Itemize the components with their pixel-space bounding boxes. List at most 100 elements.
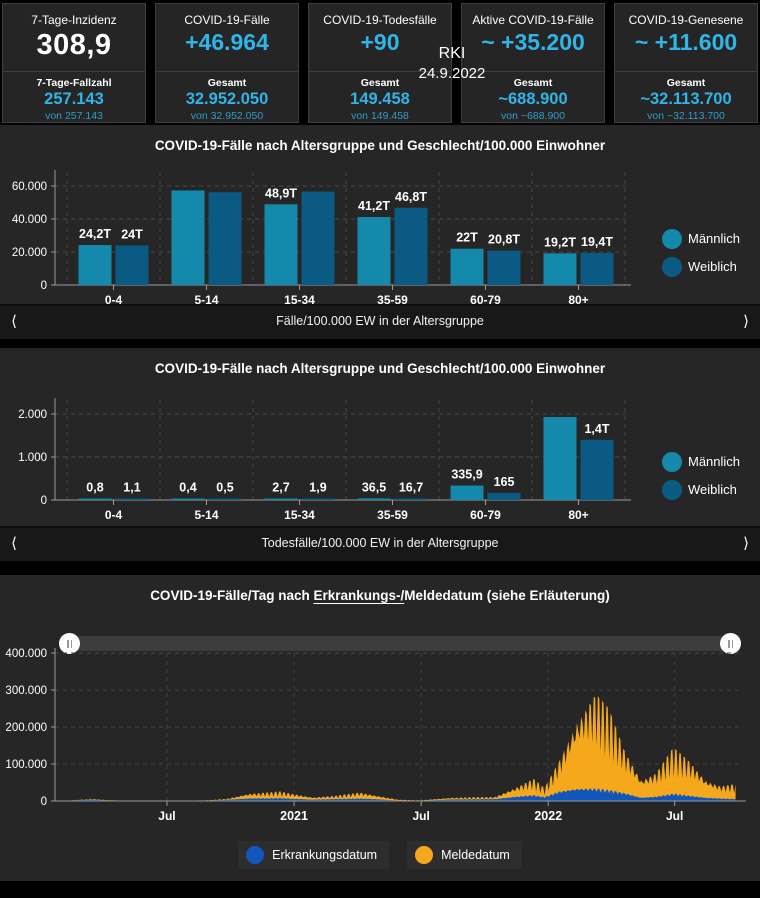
bar-Männlich-5-14[interactable] bbox=[171, 498, 205, 501]
panel-cases-by-age: COVID-19-Fälle nach Altersgruppe und Ges… bbox=[0, 125, 760, 339]
kpi-top: COVID-19-Genesene ~ +11.600 bbox=[615, 4, 757, 71]
y-tick-label: 60.000 bbox=[12, 181, 47, 193]
bar-Weiblich-15-34[interactable] bbox=[301, 191, 335, 285]
legend-label[interactable]: Weiblich bbox=[688, 259, 737, 274]
kpi-sub-label: Gesamt bbox=[360, 77, 400, 89]
deaths-by-age-plot[interactable]: 0 1.000 2.000 0,8 1,10-4 0,4 0,5 5-14 2,7 1,9 15-3… bbox=[0, 384, 760, 529]
kpi-top: 7-Tage-Inzidenz 308,9 bbox=[3, 4, 145, 71]
chart-title: COVID-19-Fälle nach Altersgruppe und Ges… bbox=[154, 138, 606, 153]
bar-Männlich-80+[interactable] bbox=[543, 253, 577, 285]
bar-value-label: 1,4T bbox=[584, 422, 609, 436]
bar-Weiblich-5-14[interactable] bbox=[208, 192, 242, 285]
kpi-title: COVID-19-Todesfälle bbox=[323, 13, 437, 27]
kpi-bottom: Gesamt 32.952.050 von 32.952.050 bbox=[156, 71, 298, 122]
bar-Weiblich-60-79[interactable] bbox=[487, 250, 521, 285]
legend-swatch-Weiblich[interactable] bbox=[662, 480, 682, 500]
y-tick-label: 1.000 bbox=[18, 452, 47, 464]
bar-Weiblich-35-59[interactable] bbox=[394, 207, 428, 285]
erkrankungsdatum-dot-icon bbox=[246, 846, 265, 864]
legend-item-erkrankungsdatum[interactable]: Erkrankungsdatum bbox=[238, 841, 390, 869]
y-tick-label: 2.000 bbox=[18, 409, 47, 421]
cases-by-age-plot[interactable]: 0 20.000 40.000 60.000 24,2T 24T 0-4 5-14 48,9T 1… bbox=[0, 161, 760, 306]
time-range-slider bbox=[0, 633, 760, 657]
bar-value-label: 335,9 bbox=[451, 468, 482, 482]
bar-Weiblich-0-4[interactable] bbox=[115, 245, 149, 285]
legend-swatch-Männlich[interactable] bbox=[662, 229, 682, 249]
bar-value-label: 165 bbox=[494, 475, 515, 489]
area-Erkrankungsdatum[interactable] bbox=[55, 788, 736, 802]
bar-Weiblich-80+[interactable] bbox=[580, 252, 614, 285]
y-tick-label: 300.000 bbox=[5, 685, 47, 697]
bar-Weiblich-0-4[interactable] bbox=[115, 498, 149, 501]
bar-value-label: 41,2T bbox=[358, 199, 390, 213]
bar-Männlich-15-34[interactable] bbox=[264, 498, 298, 501]
bar-value-label: 46,8T bbox=[395, 190, 427, 204]
kpi-sub-label: Gesamt bbox=[207, 77, 247, 89]
next-chart-arrow-icon[interactable]: ⟩ bbox=[743, 313, 749, 330]
bar-value-label: 0,5 bbox=[216, 481, 233, 495]
legend-swatch-Männlich[interactable] bbox=[662, 452, 682, 472]
chart-footer: ⟨ Todesfälle/100.000 EW in der Altersgru… bbox=[0, 526, 760, 561]
bar-Männlich-35-59[interactable] bbox=[357, 217, 391, 285]
bar-Männlich-5-14[interactable] bbox=[171, 190, 205, 285]
time-chart-title: COVID-19-Fälle/Tag nach Erkrankungs-/Mel… bbox=[0, 575, 760, 611]
category-label: 0-4 bbox=[105, 293, 123, 306]
slider-handle-left[interactable] bbox=[59, 633, 80, 654]
kpi-sub-note: von 257.143 bbox=[45, 110, 103, 122]
kpi-title: 7-Tage-Inzidenz bbox=[31, 13, 117, 27]
next-chart-arrow-icon[interactable]: ⟩ bbox=[743, 535, 749, 552]
legend-swatch-Weiblich[interactable] bbox=[662, 257, 682, 277]
slider-track[interactable] bbox=[59, 633, 741, 654]
bar-value-label: 19,4T bbox=[581, 235, 613, 249]
x-tick-label: Jul bbox=[158, 809, 175, 823]
bar-value-label: 22T bbox=[456, 231, 478, 245]
bar-Weiblich-35-59[interactable] bbox=[394, 498, 428, 501]
bar-value-label: 16,7 bbox=[399, 481, 423, 495]
x-tick-label: Jul bbox=[666, 809, 683, 823]
bar-Männlich-0-4[interactable] bbox=[78, 498, 112, 501]
category-label: 5-14 bbox=[194, 508, 218, 522]
legend-item-meldedatum[interactable]: Meldedatum bbox=[407, 841, 522, 869]
bar-value-label: 19,2T bbox=[544, 235, 576, 249]
bar-value-label: 24T bbox=[121, 227, 143, 241]
legend-label[interactable]: Männlich bbox=[688, 454, 740, 469]
kpi-card-inzidenz: 7-Tage-Inzidenz 308,9 7-Tage-Fallzahl 25… bbox=[2, 3, 146, 123]
kpi-card-faelle: COVID-19-Fälle +46.964 Gesamt 32.952.050… bbox=[155, 3, 299, 123]
legend-label[interactable]: Weiblich bbox=[688, 482, 737, 497]
kpi-value: 308,9 bbox=[36, 29, 112, 61]
area-Meldedatum[interactable] bbox=[55, 695, 736, 801]
bar-Männlich-80+[interactable] bbox=[543, 417, 577, 500]
slider-handle-right[interactable] bbox=[720, 633, 741, 654]
bar-Männlich-15-34[interactable] bbox=[264, 204, 298, 285]
y-tick-label: 20.000 bbox=[12, 247, 47, 259]
bar-value-label: 0,8 bbox=[86, 481, 103, 495]
prev-chart-arrow-icon[interactable]: ⟨ bbox=[11, 535, 17, 552]
bar-Männlich-60-79[interactable] bbox=[450, 485, 484, 500]
category-label: 35-59 bbox=[377, 293, 408, 306]
bar-Weiblich-80+[interactable] bbox=[580, 439, 614, 500]
kpi-sub-note: von ~688.900 bbox=[501, 110, 565, 122]
legend-label[interactable]: Männlich bbox=[688, 231, 740, 246]
x-tick-label: Jul bbox=[412, 809, 429, 823]
cases-per-day-plot[interactable]: 0 100.000 200.000 300.000 400.000 Jul 2021 Jul 2… bbox=[0, 648, 760, 840]
title-pre: COVID-19-Fälle/Tag nach bbox=[150, 588, 314, 603]
y-tick-label: 40.000 bbox=[12, 214, 47, 226]
y-tick-label: 400.000 bbox=[5, 648, 47, 660]
bar-Weiblich-60-79[interactable] bbox=[487, 492, 521, 500]
category-label: 0-4 bbox=[105, 508, 123, 522]
x-tick-label: 2021 bbox=[280, 809, 308, 823]
kpi-sub-value: ~688.900 bbox=[498, 90, 568, 108]
prev-chart-arrow-icon[interactable]: ⟨ bbox=[11, 313, 17, 330]
kpi-sub-note: von 32.952.050 bbox=[190, 110, 264, 122]
bar-Weiblich-5-14[interactable] bbox=[208, 498, 242, 501]
kpi-sub-value: 32.952.050 bbox=[185, 90, 269, 108]
kpi-card-genesene: COVID-19-Genesene ~ +11.600 Gesamt ~32.1… bbox=[614, 3, 758, 123]
title-erkrankungs-link[interactable]: Erkrankungs-/ bbox=[313, 588, 405, 603]
y-tick-label: 0 bbox=[41, 796, 47, 808]
kpi-bottom: Gesamt ~32.113.700 von ~32.113.700 bbox=[615, 71, 757, 122]
bar-Weiblich-15-34[interactable] bbox=[301, 498, 335, 501]
bar-Männlich-35-59[interactable] bbox=[357, 498, 391, 500]
category-label: 60-79 bbox=[470, 293, 501, 306]
bar-Männlich-60-79[interactable] bbox=[450, 248, 484, 285]
bar-Männlich-0-4[interactable] bbox=[78, 245, 112, 285]
